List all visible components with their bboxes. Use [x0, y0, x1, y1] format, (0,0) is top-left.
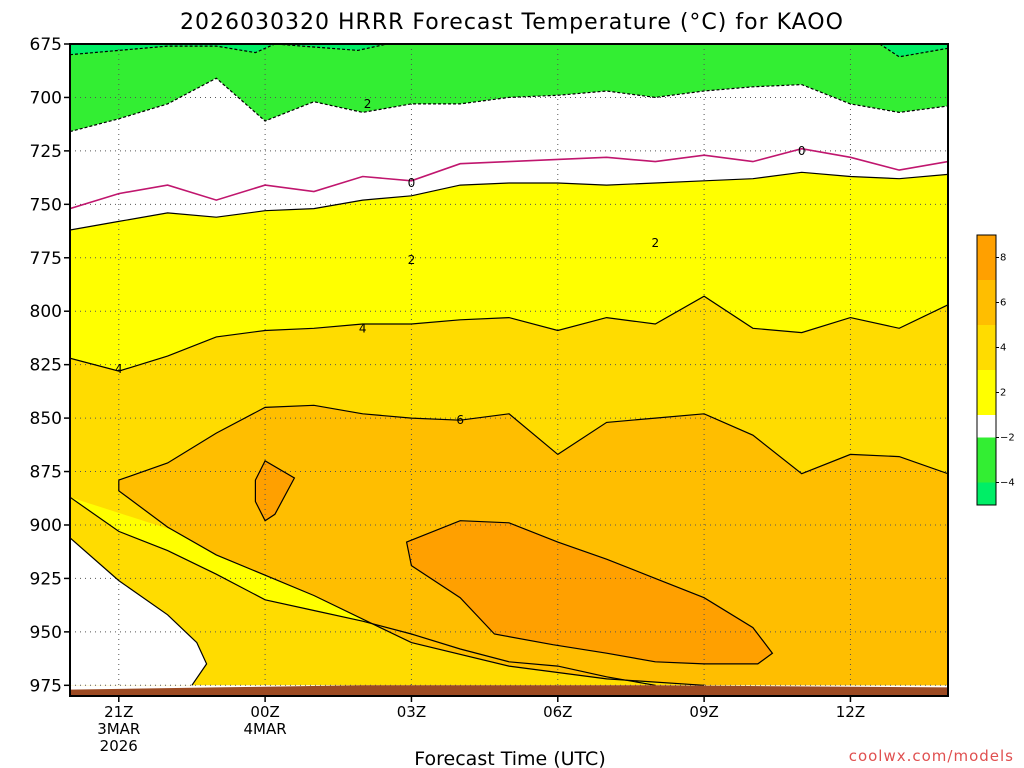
colorbar-label-5: 4 [1000, 343, 1006, 354]
colorbar-label-11: −4 [1000, 478, 1015, 489]
contour-line-7 [118, 480, 705, 686]
y-axis-ticks: 675 700 725 750 775 800 825 850 875 900 925 950 975 [30, 35, 70, 696]
x-tick-label-0-1: 3MAR [97, 720, 140, 738]
contour-line-5 [70, 295, 948, 372]
contour-lines [70, 44, 948, 686]
contour-label-1: 0 [408, 176, 416, 190]
contour-label-3: 2 [408, 253, 416, 267]
fill-region-9 [406, 520, 773, 664]
y-tick-label-3: 750 [30, 195, 62, 215]
fill-region-6 [70, 537, 207, 686]
plot-grid [70, 44, 948, 696]
contour-line-2 [879, 44, 948, 58]
y-tick-label-12: 975 [30, 676, 62, 696]
colorbar-segment-4 [977, 325, 996, 348]
colorbar-frame [976, 234, 997, 506]
contour-labels: 2 0 0 2 2 4 4 6 [115, 97, 806, 427]
plot-frame [69, 43, 949, 697]
contour-line-11 [405, 520, 774, 665]
x-tick-label-1-0: 00Z [250, 703, 279, 721]
colorbar-label-9: −2 [1000, 433, 1015, 444]
x-tick-label-1-1: 4MAR [244, 720, 287, 738]
x-tick-label-0-0: 21Z [104, 703, 133, 721]
colorbar: 8 6 4 2 −2 −4 [976, 234, 1015, 506]
colorbar-segment-8 [977, 415, 996, 438]
contour-label-2: 0 [798, 144, 806, 158]
terrain-band [70, 685, 948, 696]
colorbar-label-3: 6 [1000, 298, 1006, 309]
contour-line-1 [70, 44, 388, 56]
contour-line-8 [70, 496, 656, 686]
y-tick-label-10: 925 [30, 569, 62, 589]
fill-region-0 [70, 44, 948, 132]
x-tick-label-2-0: 03Z [397, 703, 426, 721]
y-tick-label-11: 950 [30, 623, 62, 643]
temperature-fill-regions [70, 44, 948, 696]
colorbar-segment-0 [977, 235, 996, 258]
x-tick-label-4-0: 09Z [689, 703, 718, 721]
y-tick-label-6: 825 [30, 356, 62, 376]
colorbar-segment-11 [977, 482, 996, 505]
contour-line-0 [70, 77, 948, 133]
contour-line-4 [70, 171, 948, 231]
colorbar-segment-6 [977, 370, 996, 393]
colorbar-label-7: 2 [1000, 388, 1006, 399]
y-tick-label-1: 700 [30, 88, 62, 108]
contour-label-5: 4 [115, 362, 123, 376]
terrain-fill [70, 685, 948, 696]
y-tick-label-0: 675 [30, 35, 62, 55]
y-tick-label-9: 900 [30, 516, 62, 536]
contour-line-10 [254, 460, 296, 522]
contour-line-9 [70, 537, 208, 686]
y-tick-label-2: 725 [30, 142, 62, 162]
contour-label-6: 4 [359, 321, 367, 335]
contour-line-3 [70, 147, 948, 210]
chart-title: 2026030320 HRRR Forecast Temperature (°C… [180, 10, 844, 35]
colorbar-segment-2 [977, 280, 996, 303]
y-tick-label-4: 775 [30, 249, 62, 269]
fill-region-2 [70, 78, 948, 230]
colorbar-segment-3 [977, 302, 996, 325]
y-tick-label-7: 850 [30, 409, 62, 429]
colorbar-segment-9 [977, 437, 996, 460]
x-axis-label: Forecast Time (UTC) [414, 748, 605, 768]
contour-label-7: 6 [456, 413, 464, 427]
fill-region-8 [255, 460, 295, 521]
contour-label-4: 2 [652, 236, 660, 250]
y-tick-label-5: 800 [30, 302, 62, 322]
colorbar-segment-10 [977, 460, 996, 483]
x-tick-label-3-0: 06Z [543, 703, 572, 721]
y-tick-label-8: 875 [30, 463, 62, 483]
colorbar-segment-1 [977, 257, 996, 280]
x-tick-label-5-0: 12Z [836, 703, 865, 721]
contour-label-0: 2 [364, 97, 372, 111]
contour-line-6 [118, 404, 948, 481]
colorbar-label-1: 8 [1000, 253, 1006, 264]
watermark: coolwx.com/models [849, 747, 1014, 765]
x-tick-label-0-2: 2026 [100, 737, 138, 755]
colorbar-segment-7 [977, 392, 996, 415]
colorbar-segment-5 [977, 347, 996, 370]
fill-region-3 [70, 172, 948, 372]
